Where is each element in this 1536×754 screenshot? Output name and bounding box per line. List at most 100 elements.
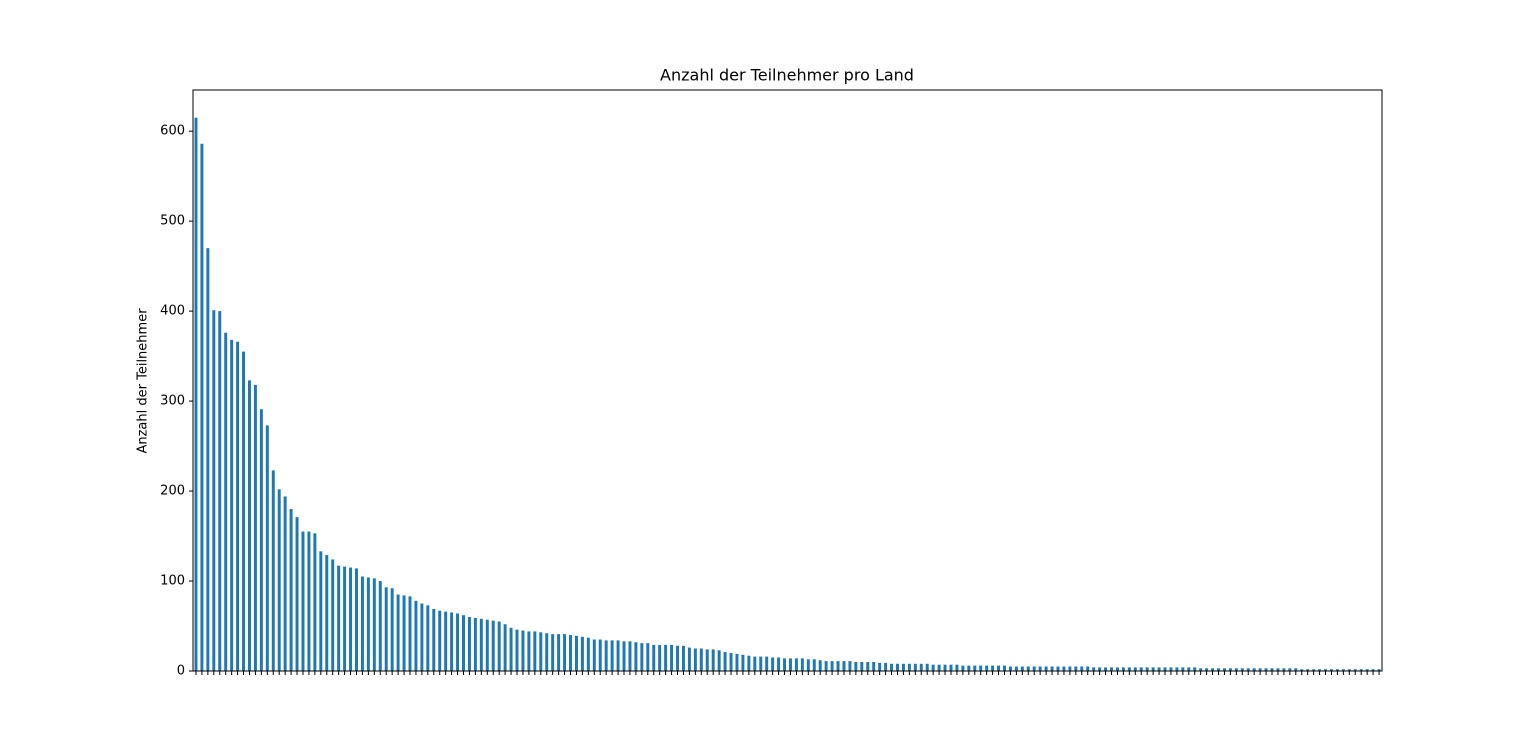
bar xyxy=(729,653,733,671)
bar xyxy=(937,664,941,671)
bar xyxy=(1092,667,1096,671)
bar xyxy=(907,663,911,671)
bar xyxy=(1276,668,1280,671)
bar xyxy=(1110,667,1113,671)
bar xyxy=(319,551,323,671)
bar xyxy=(723,652,727,671)
bar xyxy=(860,662,864,671)
bar xyxy=(658,644,662,671)
bar xyxy=(1139,667,1143,671)
bar xyxy=(1056,666,1060,671)
bar xyxy=(212,310,216,671)
bar xyxy=(1038,666,1042,671)
bar xyxy=(1086,666,1090,671)
bar xyxy=(1032,666,1036,671)
bar xyxy=(1163,667,1167,671)
bar xyxy=(1288,668,1292,671)
bar xyxy=(1240,668,1244,671)
bar xyxy=(717,650,721,671)
bar xyxy=(1347,669,1351,671)
y-tick-label: 400 xyxy=(160,304,185,319)
y-tick-label: 200 xyxy=(160,484,185,499)
bar xyxy=(705,649,709,671)
bar xyxy=(973,665,977,671)
bar xyxy=(1133,667,1137,671)
bar xyxy=(337,565,341,671)
bar xyxy=(1175,667,1179,671)
bar xyxy=(569,635,572,671)
bar xyxy=(1151,667,1155,671)
bar xyxy=(967,665,971,671)
bar xyxy=(236,341,240,671)
bar xyxy=(533,631,537,671)
bar xyxy=(271,470,275,671)
bar xyxy=(1145,667,1149,671)
bar xyxy=(676,645,680,671)
bar xyxy=(777,657,781,671)
bar xyxy=(491,620,495,671)
bar xyxy=(301,531,305,671)
bar xyxy=(545,633,549,671)
bar xyxy=(467,617,471,671)
bar xyxy=(586,637,590,671)
bar xyxy=(247,380,251,671)
bar xyxy=(360,576,364,671)
bar xyxy=(1115,667,1119,671)
bar xyxy=(735,653,739,671)
bar xyxy=(1044,666,1048,671)
bar xyxy=(1222,668,1226,671)
bar xyxy=(259,409,263,671)
bar xyxy=(295,517,299,671)
bar xyxy=(1377,669,1381,671)
bar xyxy=(1205,668,1209,671)
bar xyxy=(1300,669,1304,671)
bar xyxy=(634,642,638,671)
bar xyxy=(878,662,882,671)
bar xyxy=(1080,666,1084,671)
bar xyxy=(1294,668,1298,671)
bar xyxy=(1365,669,1369,671)
bar xyxy=(355,568,358,671)
bar xyxy=(1282,668,1286,671)
bar xyxy=(1157,667,1161,671)
bar xyxy=(711,649,715,671)
bar xyxy=(788,658,792,671)
bar xyxy=(503,624,507,671)
bar xyxy=(1127,667,1131,671)
bar xyxy=(307,531,311,671)
bar xyxy=(1193,667,1197,671)
bar xyxy=(230,339,234,671)
bar xyxy=(426,605,430,671)
bar xyxy=(1335,669,1339,671)
bar xyxy=(289,509,293,671)
bar xyxy=(670,644,674,671)
bar xyxy=(812,659,816,671)
bar xyxy=(1098,667,1102,671)
bar xyxy=(628,641,632,671)
bar xyxy=(622,641,626,671)
bar xyxy=(818,660,822,671)
bar xyxy=(1211,668,1215,671)
bar xyxy=(349,567,353,671)
bar xyxy=(592,639,596,671)
bar xyxy=(884,662,888,671)
bar xyxy=(1264,668,1268,671)
bar xyxy=(901,663,905,671)
bar xyxy=(997,665,1001,671)
bar xyxy=(206,248,210,671)
bar xyxy=(771,657,775,671)
bar xyxy=(753,656,757,671)
bar xyxy=(1312,669,1316,671)
plot-frame xyxy=(192,89,1383,672)
bar xyxy=(479,618,483,671)
y-axis-label: Anzahl der Teilnehmer xyxy=(136,308,151,454)
bar xyxy=(1306,669,1310,671)
bar xyxy=(402,595,406,671)
bar xyxy=(836,661,840,671)
bar xyxy=(1003,665,1006,671)
bar xyxy=(462,615,465,671)
bar xyxy=(854,662,858,671)
bar xyxy=(1371,669,1375,671)
bar xyxy=(1199,668,1203,671)
